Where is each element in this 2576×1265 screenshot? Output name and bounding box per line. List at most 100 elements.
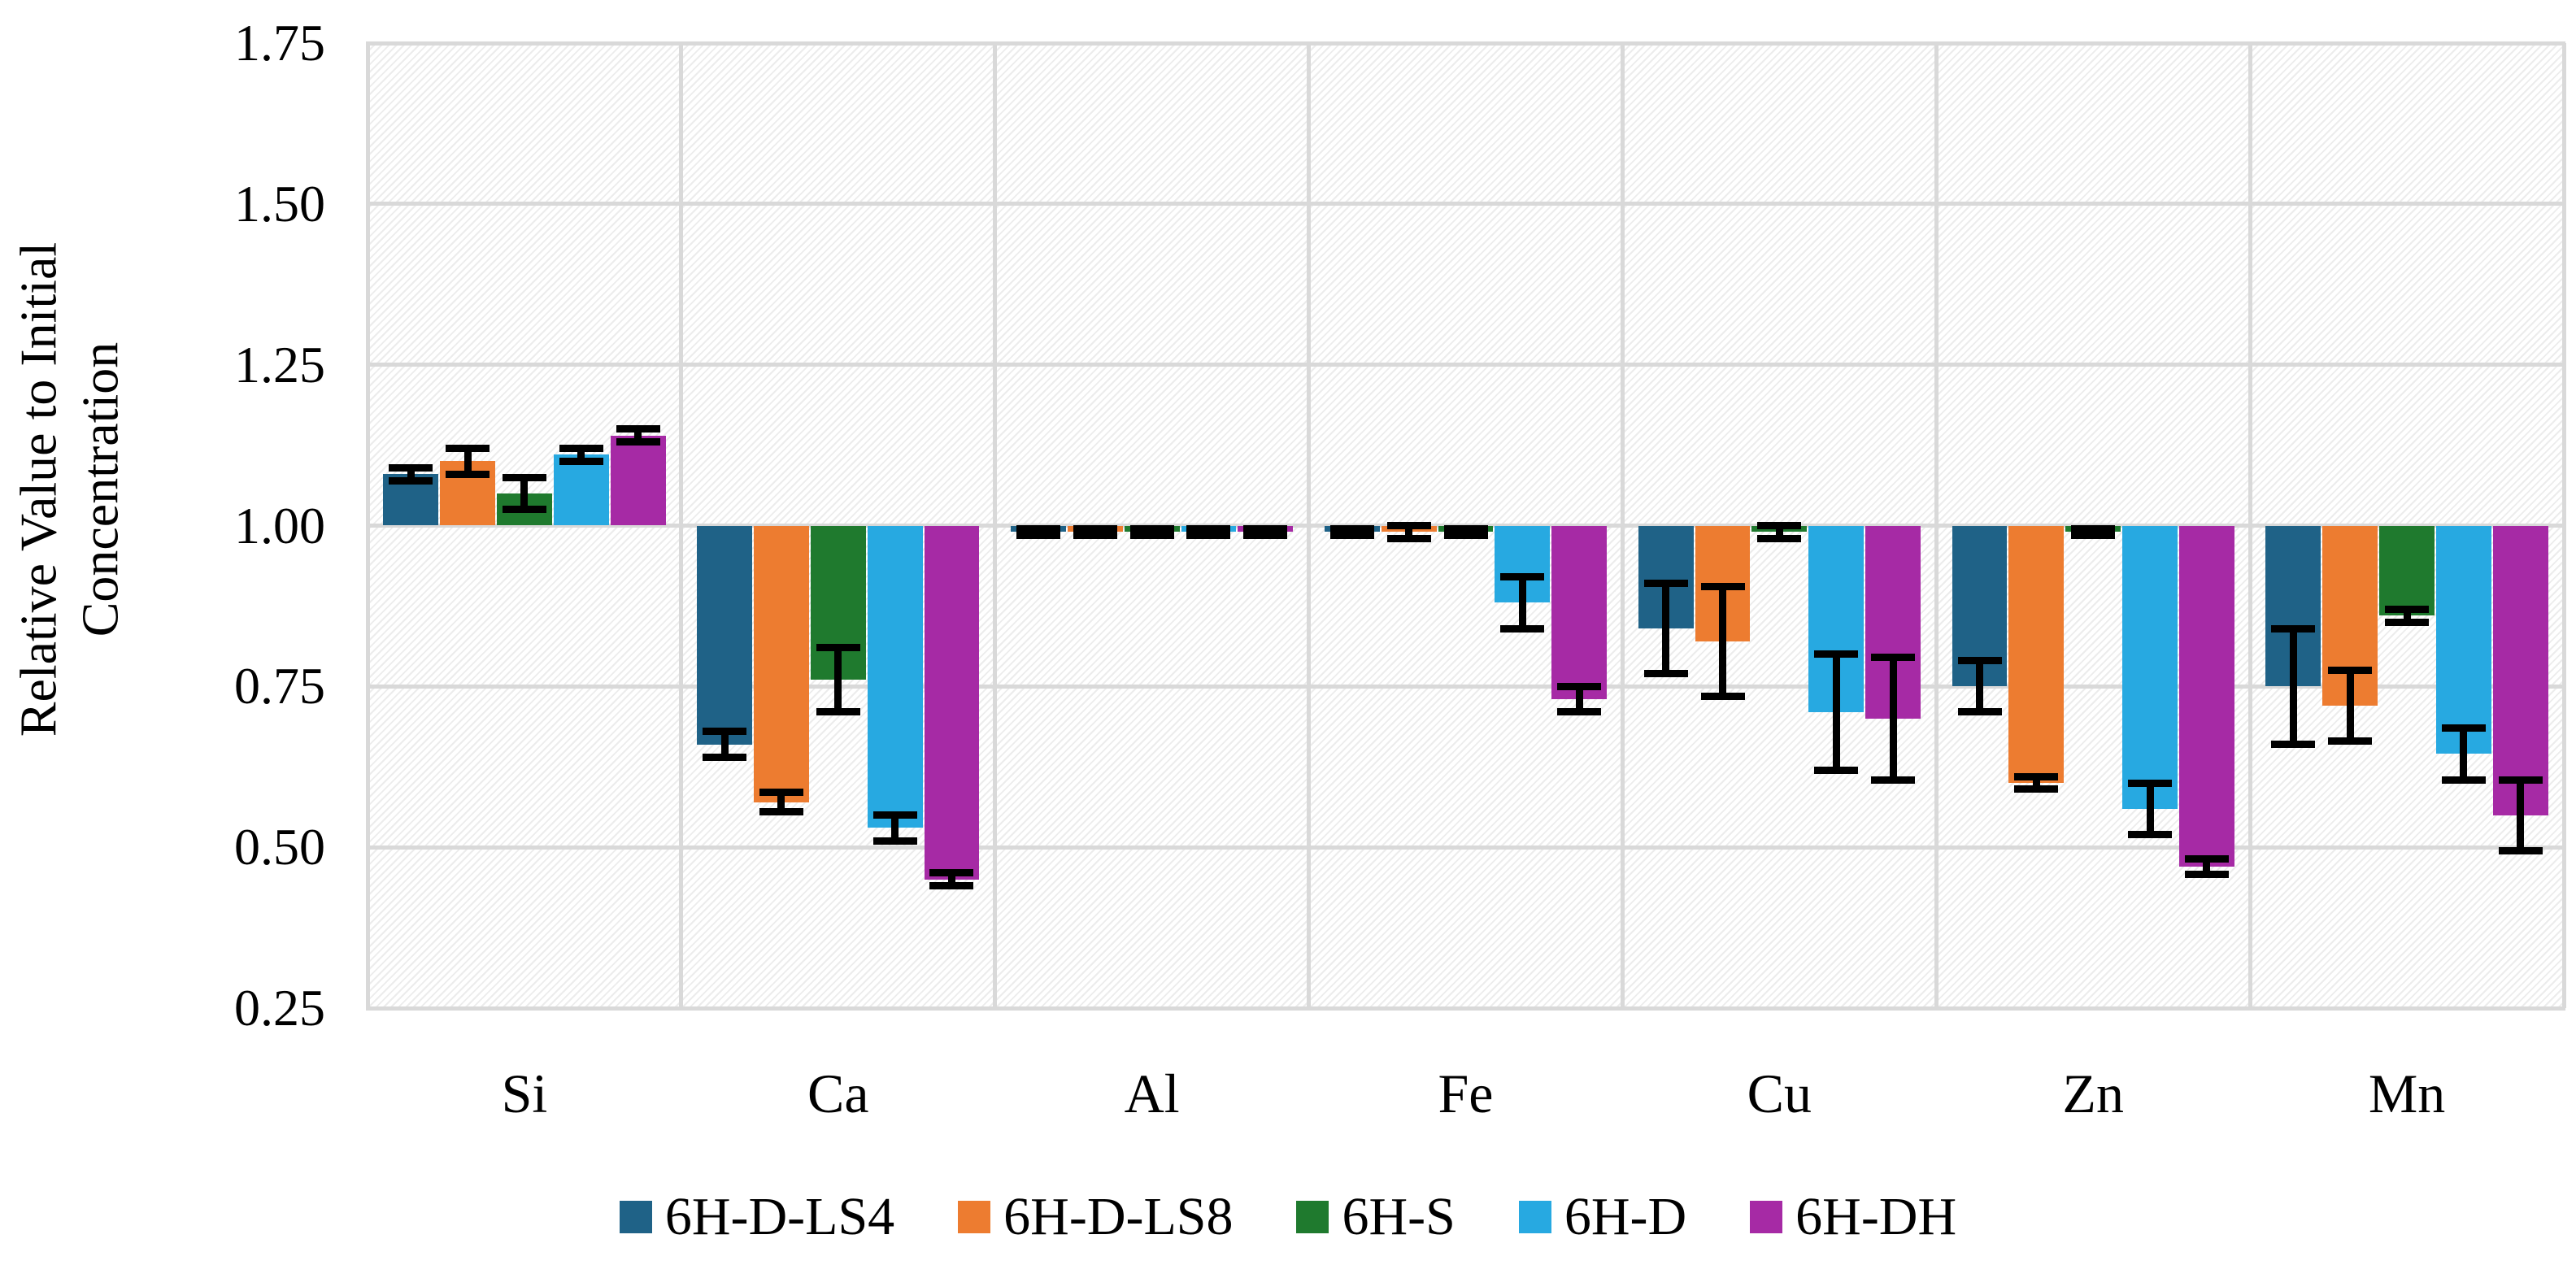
error-bar-cap	[872, 811, 917, 819]
error-bar	[2517, 780, 2525, 851]
error-bar-cap	[872, 837, 917, 845]
legend-swatch	[958, 1201, 991, 1233]
error-bar-cap	[2184, 870, 2229, 878]
legend-swatch	[1750, 1201, 1783, 1233]
error-bar	[2403, 609, 2411, 623]
error-bar	[1662, 583, 1670, 674]
legend-item-6H-D: 6H-D	[1518, 1187, 1687, 1246]
error-bar-cap	[2498, 776, 2543, 784]
gridline-horizontal	[366, 363, 2565, 367]
error-bar-cap	[2128, 779, 2173, 787]
error-bar-cap	[1329, 524, 1374, 533]
error-bar-cap	[1871, 776, 1916, 784]
error-bar-cap	[759, 789, 803, 797]
error-bar-cap	[2014, 772, 2059, 780]
bar-6H-D-Si	[553, 454, 609, 526]
gridline-horizontal	[366, 684, 2565, 689]
bar-6H-DH-Zn	[2178, 525, 2234, 867]
error-bar-cap	[1700, 583, 1745, 591]
error-bar-cap	[1814, 766, 1859, 774]
error-bar-cap	[502, 506, 546, 514]
error-bar-cap	[1329, 531, 1374, 539]
gridline-vertical	[1934, 43, 1939, 1008]
legend-swatch	[1296, 1201, 1329, 1233]
error-bar-cap	[816, 708, 860, 716]
gridline-vertical	[2561, 43, 2566, 1008]
error-bar	[891, 815, 899, 841]
error-bar	[2146, 783, 2154, 835]
error-bar	[947, 872, 955, 886]
error-bar-cap	[1557, 708, 1602, 716]
error-bar	[2032, 776, 2040, 789]
bar-6H-D-LS8-Zn	[2008, 525, 2065, 784]
legend-swatch	[1518, 1201, 1551, 1233]
legend-item-6H-DH: 6H-DH	[1750, 1189, 1956, 1245]
error-bar	[1889, 657, 1897, 780]
legend-item-6H-D-LS8: 6H-D-LS8	[958, 1189, 1233, 1245]
bar-6H-DH-Ca	[924, 525, 980, 880]
y-tick-label: 0.25	[234, 979, 325, 1037]
error-bar	[463, 448, 472, 475]
error-bar	[634, 428, 642, 442]
x-category-label: Cu	[1747, 1063, 1812, 1124]
error-bar-cap	[2385, 605, 2430, 613]
bar-6H-D-Mn	[2435, 525, 2491, 754]
x-category-label: Fe	[1438, 1063, 1494, 1124]
error-bar	[2289, 628, 2297, 745]
y-tick-label: 0.75	[234, 657, 325, 715]
gridline-vertical	[2247, 43, 2252, 1008]
gridline-horizontal	[366, 845, 2565, 850]
legend: 6H-D-LS4 6H-D-LS8 6H-S 6H-D 6H-DH	[0, 1189, 2576, 1245]
x-category-label: Mn	[2368, 1063, 2446, 1124]
legend-swatch	[619, 1201, 652, 1233]
error-bar	[2203, 859, 2211, 875]
error-bar-cap	[2071, 524, 2116, 533]
bar-6H-D-LS4-Ca	[697, 525, 752, 745]
error-bar	[1405, 525, 1413, 539]
legend-label: 6H-D	[1564, 1187, 1687, 1246]
gridline-horizontal	[366, 41, 2565, 46]
error-bar	[1832, 654, 1840, 771]
error-bar	[1719, 586, 1727, 697]
error-bar	[720, 731, 729, 758]
legend-label: 6H-D-LS8	[1003, 1187, 1234, 1246]
error-bar-cap	[2385, 618, 2430, 626]
error-bar-cap	[1186, 524, 1231, 533]
error-bar-cap	[446, 445, 490, 453]
error-bar	[1518, 576, 1526, 629]
error-bar-cap	[389, 463, 433, 472]
error-bar-cap	[929, 869, 974, 877]
error-bar-cap	[1129, 531, 1174, 539]
y-tick-label: 1.50	[234, 174, 325, 233]
legend-label: 6H-D-LS4	[664, 1187, 895, 1246]
error-bar	[834, 647, 842, 712]
error-bar-cap	[1500, 624, 1545, 632]
error-bar-cap	[1957, 708, 2002, 716]
x-category-label: Si	[501, 1063, 548, 1124]
error-bar-cap	[2128, 830, 2173, 838]
error-bar-cap	[1814, 650, 1859, 659]
error-bar-cap	[1443, 524, 1488, 533]
error-bar-cap	[816, 644, 860, 652]
gridline-vertical	[679, 43, 684, 1008]
error-bar-cap	[759, 808, 803, 816]
error-bar-cap	[1073, 531, 1117, 539]
error-bar-cap	[2441, 724, 2486, 732]
y-axis-title-line2: Concentration	[71, 341, 128, 637]
error-bar-cap	[616, 438, 660, 446]
bar-6H-DH-Mn	[2492, 525, 2548, 815]
error-bar-cap	[559, 445, 603, 453]
error-bar	[2346, 670, 2354, 741]
error-bar-cap	[1557, 682, 1602, 690]
error-bar-cap	[2498, 846, 2543, 854]
error-bar-cap	[2184, 854, 2229, 863]
y-tick-label: 1.75	[234, 14, 325, 72]
bar-6H-S-Mn	[2379, 525, 2435, 616]
error-bar-cap	[929, 882, 974, 890]
error-bar-cap	[2441, 776, 2486, 784]
gridline-horizontal	[366, 202, 2565, 206]
bar-6H-D-Ca	[867, 525, 923, 828]
error-bar-cap	[2328, 667, 2373, 675]
error-bar-cap	[616, 425, 660, 433]
y-tick-label: 1.00	[234, 496, 325, 554]
